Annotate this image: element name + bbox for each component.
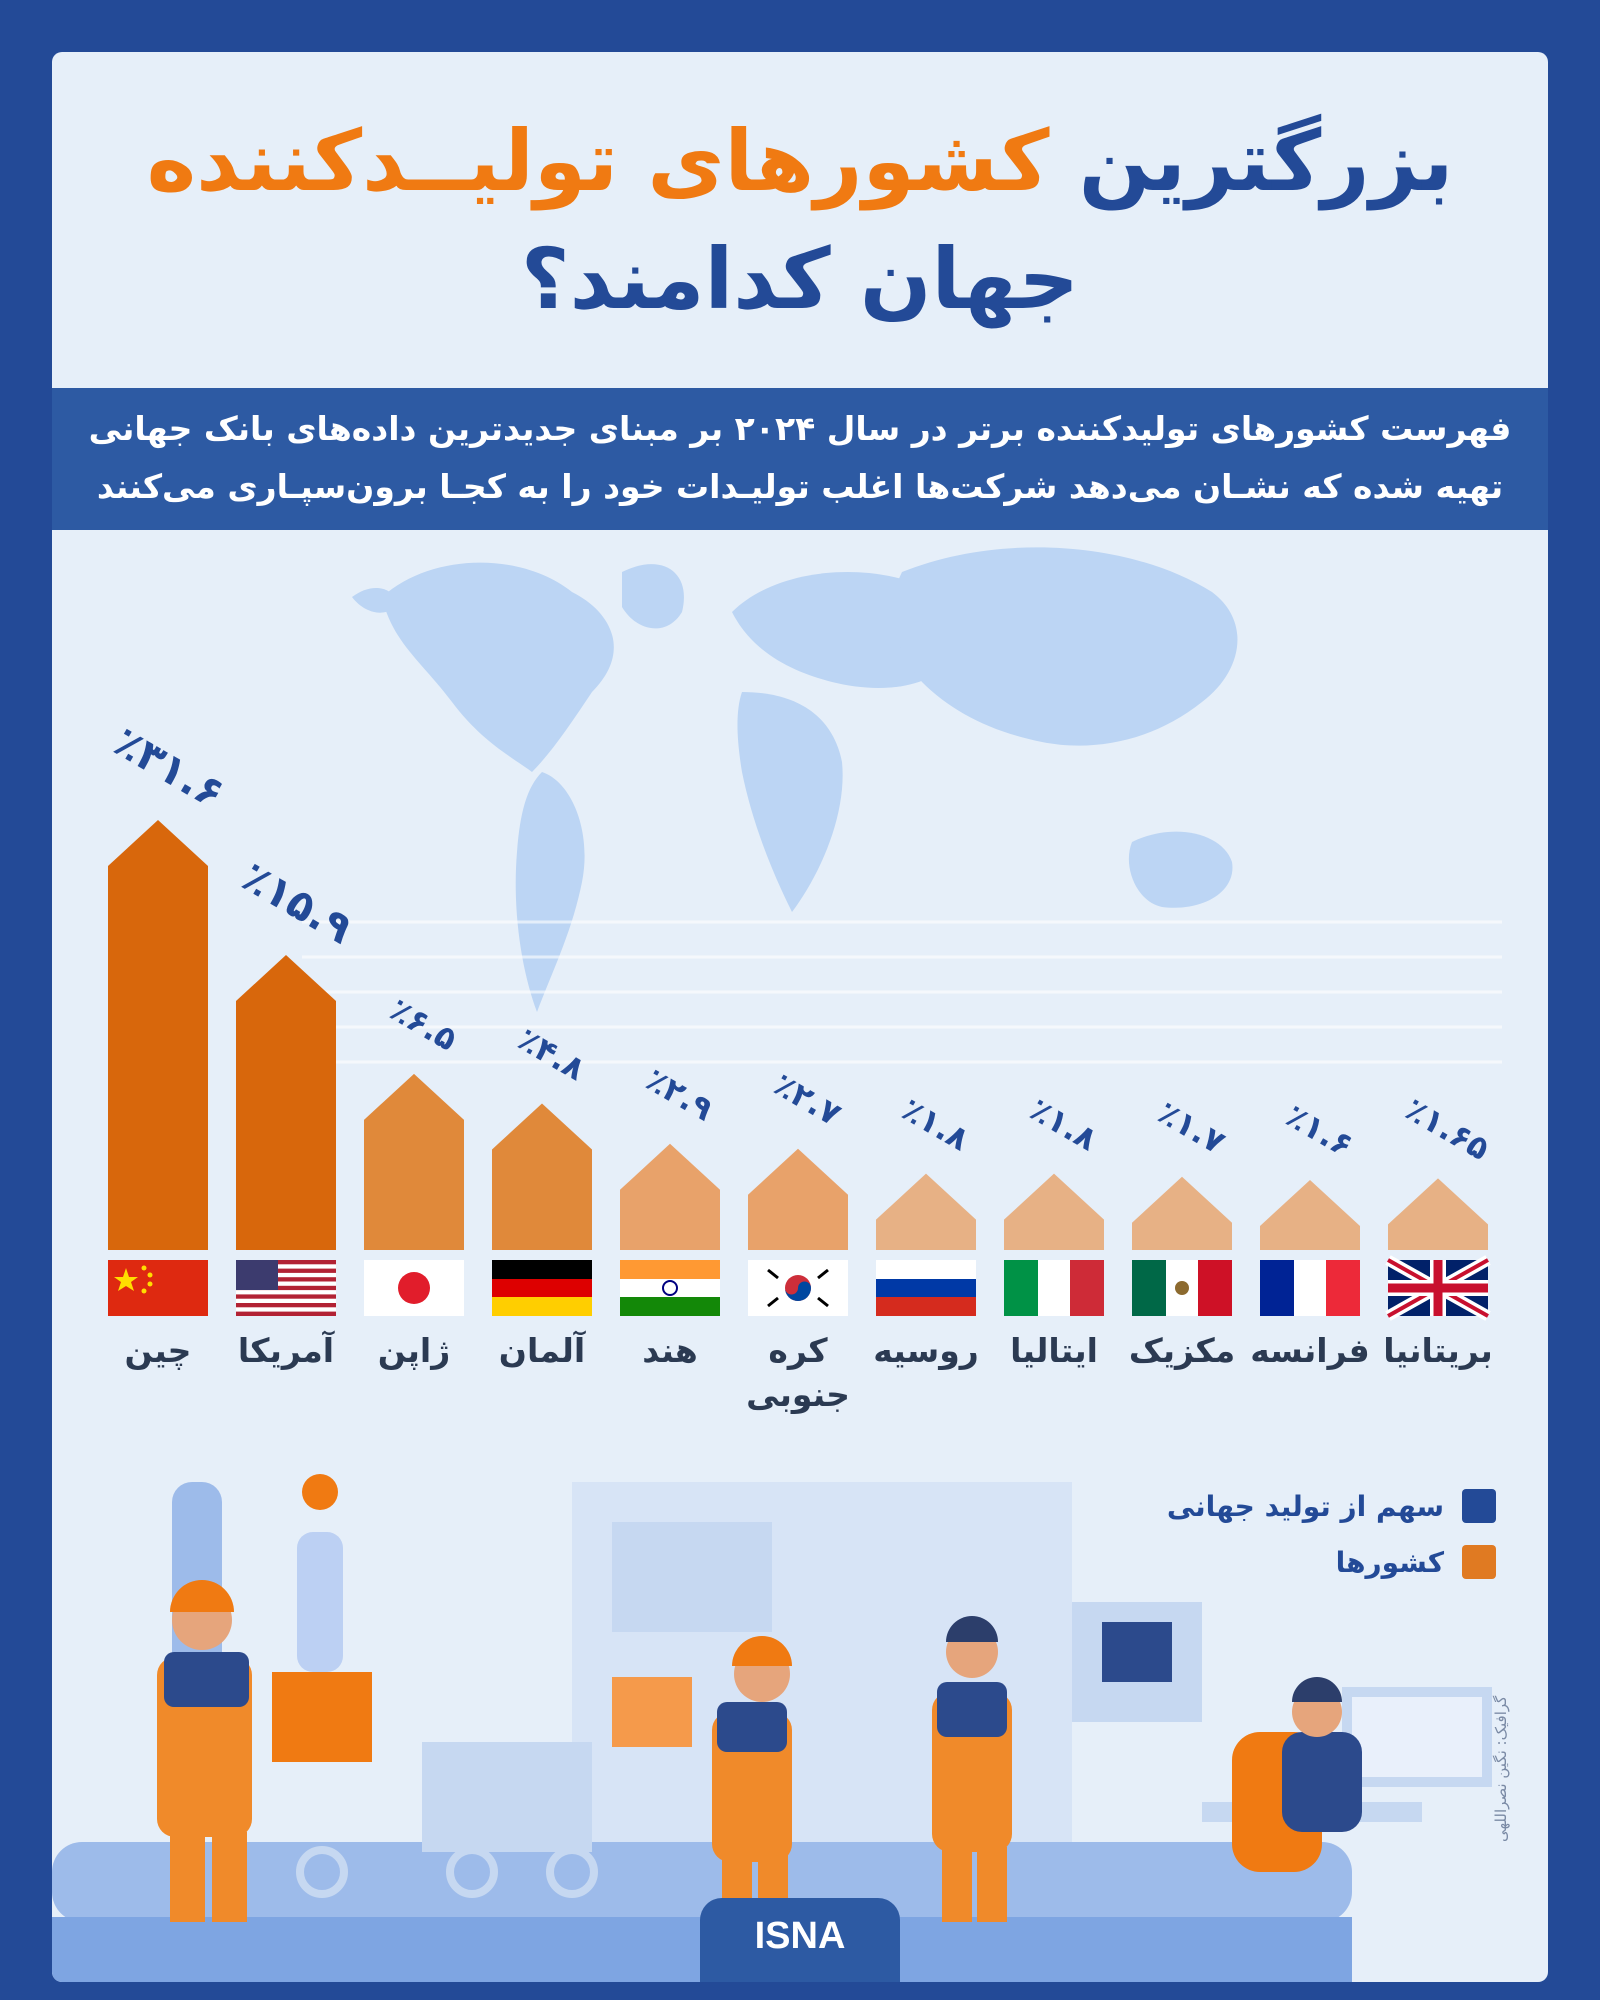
graphic-credit: گرافیک: نگین نصراللهی	[1492, 1695, 1510, 1842]
bar-germany	[492, 1103, 592, 1250]
country-label-mexico: مکزیک	[1128, 1331, 1236, 1370]
subtitle-line-1: فهرست کشورهای تولیدکننده برتر در سال ۲۰۲…	[88, 409, 1512, 448]
country-label-germany: آلمان	[498, 1331, 586, 1370]
value-label-uk: ٪۱.۶۵	[1399, 1090, 1496, 1168]
value-label-france: ٪۱.۶	[1279, 1096, 1359, 1164]
bar-india	[620, 1143, 720, 1250]
bar-france	[1260, 1180, 1360, 1250]
subtitle-band: فهرست کشورهای تولیدکننده برتر در سال ۲۰۲…	[52, 388, 1548, 530]
uk-flag	[1385, 1255, 1491, 1321]
title-part-1: بزرگترین	[1078, 112, 1454, 210]
country-label-usa: آمریکا	[237, 1331, 335, 1370]
value-label-usa: ٪۱۵.۹	[234, 852, 361, 954]
legend-label-share: سهم از تولید جهانی	[1166, 1489, 1444, 1523]
chart-canvas: ٪۳۱.۶٪۱۵.۹ ٪۶.۵ ٪۴.۸ ٪۲.۹ ٪۲.۷ ٪۱.۸ ٪۱.۸ ٪۱.۷ ٪۱…	[52, 547, 1502, 1982]
value-label-china: ٪۳۱.۶	[106, 717, 233, 819]
value-label-russia: ٪۱.۸	[895, 1090, 976, 1159]
legend-item-countries: کشورها	[1167, 1534, 1496, 1590]
legend-label-countries: کشورها	[1335, 1545, 1444, 1579]
usa-flag	[236, 1260, 336, 1316]
country-label-italy: ایتالیا	[1010, 1331, 1098, 1370]
title-accent: کشورهای تولیــدکننده	[146, 112, 1050, 210]
isna-logo: ISNA	[700, 1898, 900, 1982]
india-flag	[620, 1260, 720, 1316]
bar-mexico	[1132, 1176, 1232, 1250]
chart-legend: سهم از تولید جهانی کشورها	[1167, 1478, 1496, 1590]
bar-japan	[364, 1073, 464, 1250]
legend-item-share: سهم از تولید جهانی	[1167, 1478, 1496, 1534]
country-label-south-korea: کره جنوبی	[746, 1331, 850, 1414]
bar-italy	[1004, 1173, 1104, 1250]
title-line-2: جهان کدامند؟	[520, 230, 1080, 328]
factory-illustration	[52, 1474, 1492, 1982]
bar-china	[108, 820, 208, 1250]
country-label-india: هند	[642, 1331, 698, 1370]
bar-south-korea	[748, 1148, 848, 1250]
russia-flag	[876, 1260, 976, 1316]
legend-swatch-orange	[1462, 1545, 1496, 1579]
value-label-india: ٪۲.۹	[639, 1060, 719, 1128]
value-label-south-korea: ٪۲.۷	[767, 1065, 848, 1134]
title-block: بزرگترین کشورهای تولیــدکننده جهان کدامن…	[52, 102, 1548, 338]
grid-floor-illustration	[302, 920, 1502, 1064]
mexico-flag	[1132, 1260, 1232, 1316]
value-label-italy: ٪۱.۸	[1023, 1090, 1104, 1159]
bar-series	[108, 820, 1488, 1250]
country-label-japan: ژاپن	[377, 1331, 451, 1370]
title-line-1: بزرگترین کشورهای تولیــدکننده	[52, 102, 1548, 220]
china-flag	[108, 1260, 208, 1316]
bar-uk	[1388, 1178, 1488, 1250]
france-flag	[1260, 1260, 1360, 1316]
germany-flag	[492, 1260, 592, 1316]
value-label-japan: ٪۶.۵	[383, 990, 463, 1058]
japan-flag	[364, 1260, 464, 1316]
value-label-germany: ٪۴.۸	[511, 1020, 592, 1089]
country-label-russia: روسیه	[873, 1331, 979, 1370]
country-label-france: فرانسه	[1250, 1331, 1370, 1370]
subtitle-line-2: تهیه شده که نشـان می‌دهد شرکت‌ها اغلب تو…	[96, 467, 1504, 506]
italy-flag	[1004, 1260, 1104, 1316]
country-label-uk: بریتانیا	[1383, 1331, 1493, 1370]
country-label-china: چین	[124, 1331, 192, 1370]
bar-usa	[236, 955, 336, 1250]
bar-russia	[876, 1173, 976, 1250]
legend-swatch-navy	[1462, 1489, 1496, 1523]
infographic-frame: بزرگترین کشورهای تولیــدکننده جهان کدامن…	[52, 52, 1548, 1982]
south-korea-flag	[748, 1260, 848, 1316]
value-label-mexico: ٪۱.۷	[1151, 1093, 1232, 1162]
world-map-illustration	[352, 547, 1238, 1012]
